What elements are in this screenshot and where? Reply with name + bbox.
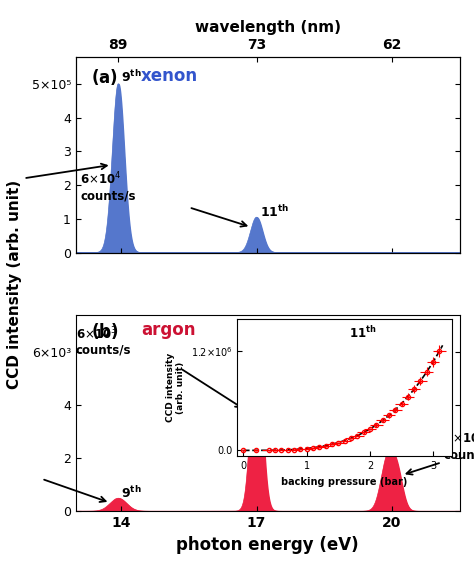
X-axis label: photon energy (eV): photon energy (eV) — [176, 536, 359, 554]
Text: 9$^{\mathregular{th}}$: 9$^{\mathregular{th}}$ — [121, 69, 142, 85]
Text: 11$^{\mathregular{th}}$: 11$^{\mathregular{th}}$ — [260, 320, 289, 336]
Text: 11$^{\mathregular{th}}$: 11$^{\mathregular{th}}$ — [260, 204, 289, 220]
Text: CCD intensity (arb. unit): CCD intensity (arb. unit) — [7, 179, 22, 389]
Text: 6$\times$10$^4$
counts/s: 6$\times$10$^4$ counts/s — [81, 171, 136, 202]
Text: $\mathbf{(b)}$: $\mathbf{(b)}$ — [91, 321, 119, 341]
Text: 6$\times$10$^3$
counts/s: 6$\times$10$^3$ counts/s — [76, 325, 131, 357]
Text: xenon: xenon — [141, 66, 198, 85]
Text: argon: argon — [141, 321, 196, 339]
Text: 13$^{\mathregular{th}}$: 13$^{\mathregular{th}}$ — [381, 436, 410, 452]
Text: $\mathbf{(a)}$: $\mathbf{(a)}$ — [91, 66, 118, 86]
Text: 2$\times$10$^3$
counts/s: 2$\times$10$^3$ counts/s — [444, 430, 474, 462]
Text: 9$^{\mathregular{th}}$: 9$^{\mathregular{th}}$ — [121, 485, 142, 500]
X-axis label: wavelength (nm): wavelength (nm) — [195, 20, 341, 35]
